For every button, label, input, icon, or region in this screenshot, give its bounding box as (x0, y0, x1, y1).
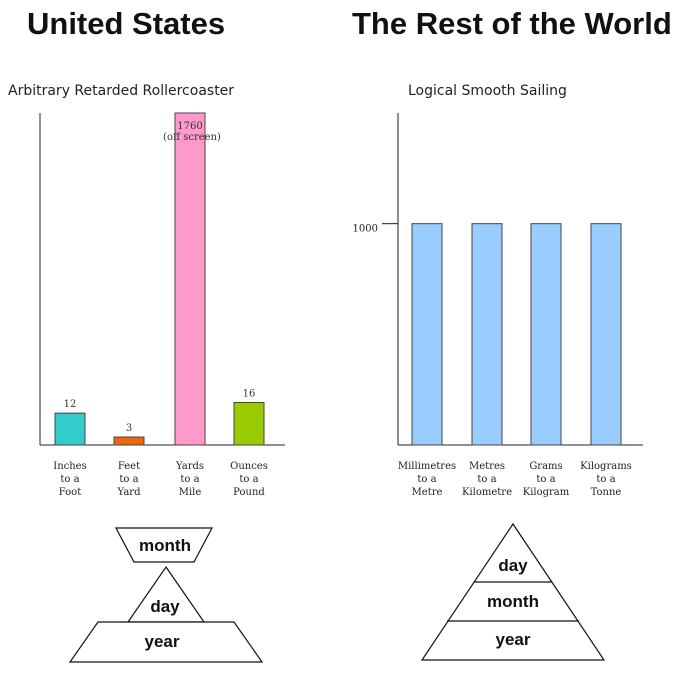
category-label-world-1-1: to a (477, 474, 496, 485)
value-label-us-0: 12 (64, 399, 77, 410)
pyramid-world-outline (420, 522, 606, 661)
category-label-world-1-2: Kilometre (462, 487, 512, 498)
heading-rest-of-world: The Rest of the World (352, 6, 672, 41)
value-label-us-1: 3 (126, 423, 132, 434)
value-label-us-3: 16 (243, 389, 256, 400)
pyramid-world-middle-label: month (487, 592, 539, 611)
chart-world: 1000 Millimetres to a Metre Metres to a Kilome… (353, 113, 643, 498)
bar-us-1 (113, 436, 145, 446)
pyramid-us-top-label: month (139, 536, 191, 555)
bar-world-2 (530, 223, 562, 446)
bar-us-3 (233, 402, 265, 446)
category-label-world-3-1: to a (596, 474, 615, 485)
value-label-us-2: 1760 (177, 121, 202, 132)
bar-world-3 (590, 223, 622, 446)
category-label-world-0-0: Millimetres (398, 461, 456, 472)
category-label-world-2-1: to a (536, 474, 555, 485)
off-screen-annotation: (off screen) (163, 132, 221, 143)
pyramid-us-bottom-label: year (145, 632, 180, 651)
bar-us-2 (174, 112, 206, 446)
category-label-us-3-0: Ounces (230, 461, 268, 472)
chart-title-us: Arbitrary Retarded Rollercoaster (8, 83, 234, 99)
bar-world-1 (471, 223, 503, 446)
pyramid-world-top-label: day (498, 556, 528, 575)
category-label-world-3-2: Tonne (591, 487, 622, 498)
category-label-us-2-0: Yards (175, 461, 204, 472)
category-label-us-0-0: Inches (53, 461, 86, 472)
category-label-us-3-1: to a (239, 474, 258, 485)
heading-united-states: United States (27, 6, 226, 41)
category-label-us-2-2: Mile (179, 487, 202, 498)
category-label-world-3-0: Kilograms (580, 461, 632, 472)
pyramid-us-top-shape (115, 527, 213, 563)
category-label-world-1-0: Metres (469, 461, 505, 472)
category-label-world-2-0: Grams (529, 461, 562, 472)
chart-title-world: Logical Smooth Sailing (408, 83, 567, 99)
category-label-world-0-1: to a (417, 474, 436, 485)
chart-us: 12 Inches to a Foot 3 Feet to a Yard 1760(off sc… (39, 112, 285, 498)
pyramid-us-bottom-shape (68, 621, 264, 663)
category-label-us-0-1: to a (60, 474, 79, 485)
category-label-us-3-2: Pound (233, 487, 265, 498)
date-diagram-world: day month year (420, 522, 606, 661)
date-diagram-us: month day year (68, 527, 264, 663)
category-label-us-0-2: Foot (59, 487, 81, 498)
pyramid-us-middle-label: day (150, 597, 180, 616)
bar-world-0 (411, 223, 443, 446)
bar-us-0 (54, 412, 86, 446)
y-tick-label-world-0: 1000 (353, 224, 378, 235)
category-label-world-0-2: Metre (412, 487, 443, 498)
pyramid-world-bottom-label: year (496, 630, 531, 649)
category-label-world-2-2: Kilogram (523, 487, 570, 498)
category-label-us-1-0: Feet (118, 461, 140, 472)
category-label-us-1-1: to a (119, 474, 138, 485)
category-label-us-1-2: Yard (117, 487, 142, 498)
category-label-us-2-1: to a (180, 474, 199, 485)
